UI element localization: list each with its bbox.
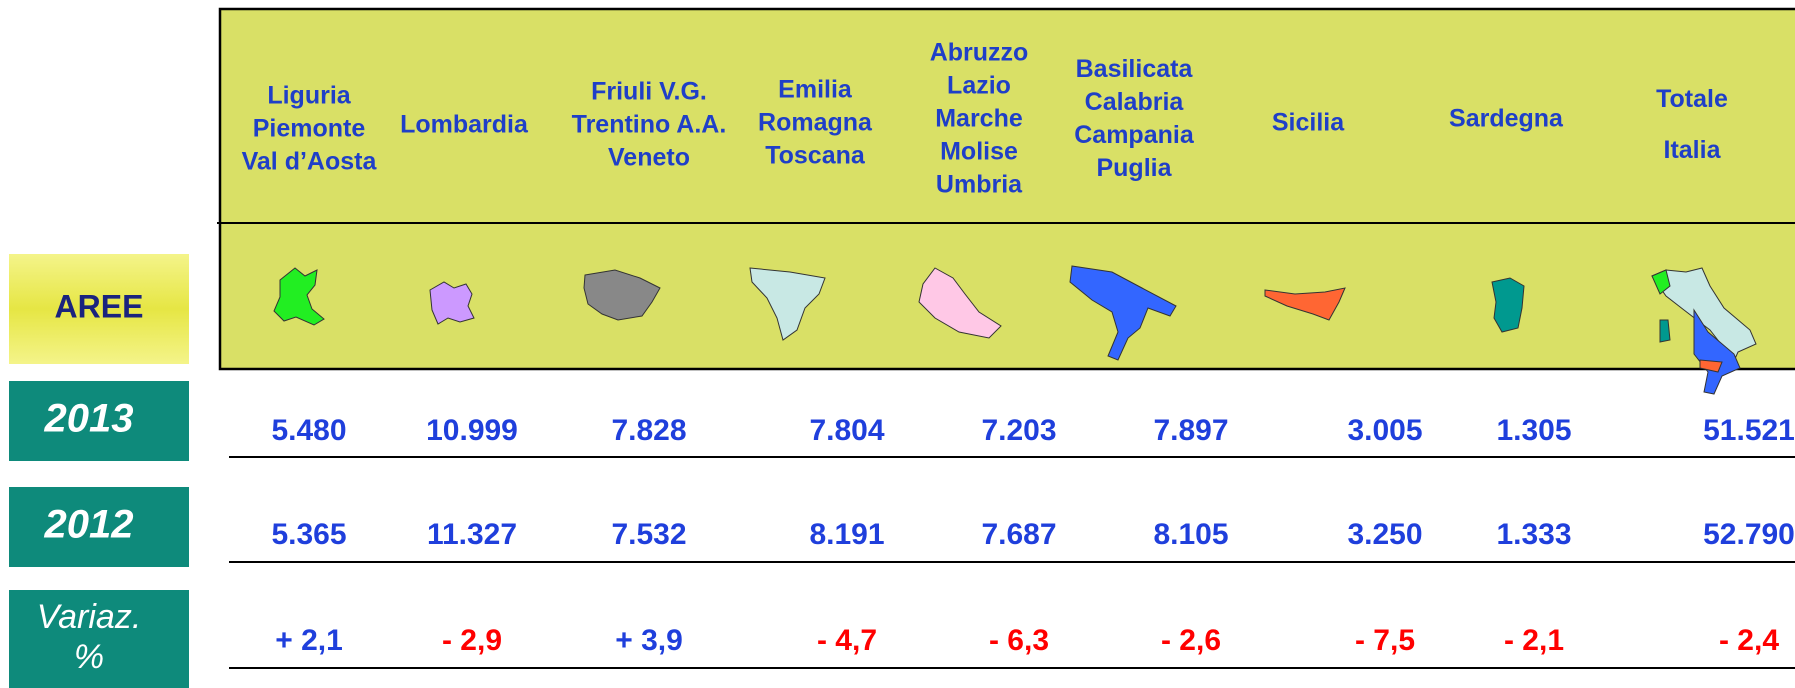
cell-value: - 2,4 xyxy=(1719,624,1779,657)
area-label-box xyxy=(9,254,189,364)
column-header: Friuli V.G. xyxy=(591,78,707,106)
cell-value: 3.005 xyxy=(1347,414,1422,447)
cell-value: + 2,1 xyxy=(275,624,343,657)
row-label-box xyxy=(9,381,189,461)
column-header: Val d’Aosta xyxy=(242,148,378,176)
map-icon xyxy=(1069,265,1177,361)
cell-value: 1.333 xyxy=(1496,518,1571,551)
column-header: Abruzzo xyxy=(930,39,1029,67)
column-header: Emilia xyxy=(778,76,853,104)
row-label-box xyxy=(9,590,189,688)
cell-value: 7.804 xyxy=(809,414,884,447)
map-icon xyxy=(1264,287,1346,321)
column-header: Umbria xyxy=(936,171,1023,199)
cell-value: - 7,5 xyxy=(1355,624,1415,657)
column-header: Totale xyxy=(1656,85,1728,113)
map-icon xyxy=(749,267,826,341)
cell-value: - 2,6 xyxy=(1161,624,1221,657)
cell-value: 51.521 xyxy=(1703,414,1795,447)
map-icon xyxy=(273,267,325,326)
cell-value: 7.687 xyxy=(981,518,1056,551)
cell-value: 7.203 xyxy=(981,414,1056,447)
map-icon xyxy=(429,281,475,325)
cell-value: 8.191 xyxy=(809,518,884,551)
cell-value: 52.790 xyxy=(1703,518,1795,551)
column-header: Puglia xyxy=(1096,154,1172,182)
cell-value: + 3,9 xyxy=(615,624,683,657)
map-icon xyxy=(583,269,661,321)
cell-value: 1.305 xyxy=(1496,414,1571,447)
row-label: % xyxy=(74,638,104,676)
column-header: Molise xyxy=(940,138,1018,166)
cell-value: 7.897 xyxy=(1153,414,1228,447)
map-icon xyxy=(1651,269,1671,295)
column-header: Lombardia xyxy=(400,111,529,139)
cell-value: - 6,3 xyxy=(989,624,1049,657)
cell-value: 10.999 xyxy=(426,414,518,447)
column-header: Trentino A.A. xyxy=(572,111,727,139)
maps xyxy=(273,265,1757,395)
area-label: AREE xyxy=(55,288,144,324)
column-header: Romagna xyxy=(758,109,873,137)
column-header: Toscana xyxy=(765,142,866,170)
cell-value: 5.365 xyxy=(271,518,346,551)
cell-value: 5.480 xyxy=(271,414,346,447)
cell-value: - 4,7 xyxy=(817,624,877,657)
map-icon xyxy=(918,267,1002,339)
cell-value: 3.250 xyxy=(1347,518,1422,551)
map-icon xyxy=(1491,277,1525,333)
column-header: Basilicata xyxy=(1076,55,1194,83)
column-header: Calabria xyxy=(1085,88,1185,116)
column-header: Piemonte xyxy=(253,115,366,143)
row-label: 2013 xyxy=(44,397,134,441)
column-header: Sicilia xyxy=(1272,109,1345,137)
map-icon xyxy=(1659,319,1671,343)
cell-value: 7.532 xyxy=(611,518,686,551)
row-label-box xyxy=(9,487,189,567)
row-label: Variaz. xyxy=(37,598,142,636)
column-header: Campania xyxy=(1074,121,1195,149)
column-header: Veneto xyxy=(608,144,690,172)
rule-lines xyxy=(229,456,1795,669)
column-header: Sardegna xyxy=(1449,105,1564,133)
column-header: Marche xyxy=(935,105,1023,133)
column-header: Italia xyxy=(1664,136,1722,164)
cell-value: 11.327 xyxy=(427,518,517,551)
map-icon xyxy=(1699,359,1723,373)
cell-value: - 2,9 xyxy=(442,624,502,657)
cell-value: 7.828 xyxy=(611,414,686,447)
column-header: Liguria xyxy=(267,82,351,110)
header-box xyxy=(218,7,1795,371)
cell-value: 8.105 xyxy=(1153,518,1228,551)
column-header: Lazio xyxy=(947,72,1011,100)
row-label: 2012 xyxy=(44,503,134,547)
cell-value: - 2,1 xyxy=(1504,624,1564,657)
